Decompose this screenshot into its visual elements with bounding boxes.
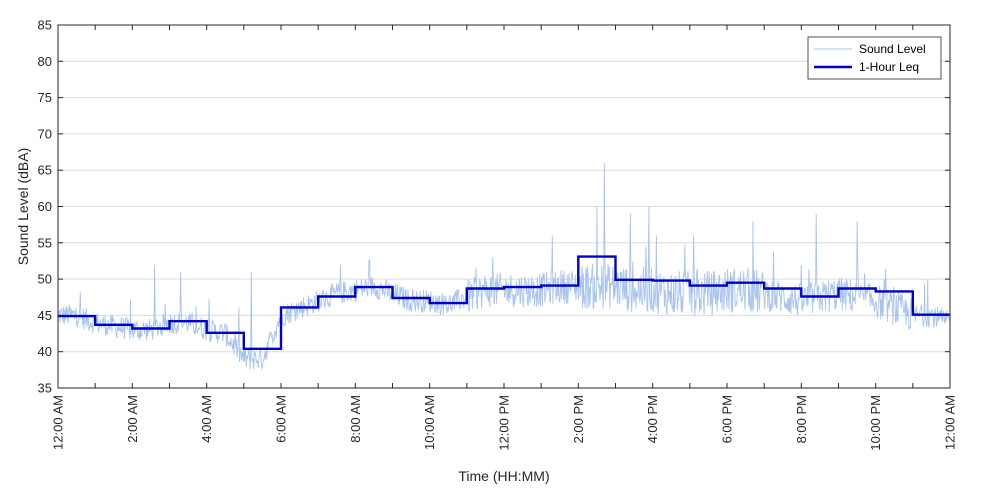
legend-sound-level-label: Sound Level bbox=[859, 42, 926, 56]
y-tick-label: 55 bbox=[38, 235, 52, 250]
legend-box bbox=[807, 36, 942, 80]
x-tick-label: 8:00 PM bbox=[794, 395, 809, 443]
y-tick-label: 35 bbox=[38, 381, 52, 396]
x-tick-label: 2:00 AM bbox=[125, 395, 140, 443]
x-axis-title: Time (HH:MM) bbox=[458, 468, 549, 484]
y-tick-label: 70 bbox=[38, 126, 52, 141]
y-tick-label: 40 bbox=[38, 344, 52, 359]
legend: Sound Level 1-Hour Leq bbox=[807, 36, 942, 80]
x-tick-label: 4:00 PM bbox=[645, 395, 660, 443]
x-tick-label: 12:00 PM bbox=[497, 395, 512, 451]
legend-leq-label: 1-Hour Leq bbox=[859, 60, 919, 74]
x-tick-label: 6:00 AM bbox=[274, 395, 289, 443]
y-tick-label: 50 bbox=[38, 272, 52, 287]
x-tick-label: 12:00 AM bbox=[943, 395, 958, 450]
y-axis-title: Sound Level (dBA) bbox=[15, 148, 31, 266]
y-tick-label: 60 bbox=[38, 199, 52, 214]
x-axis-ticks: 12:00 AM 2:00 AM 4:00 AM 6:00 AM 8:00 AM 10:0… bbox=[51, 25, 958, 451]
leq-step-line bbox=[58, 255, 950, 350]
x-tick-label: 8:00 AM bbox=[348, 395, 363, 443]
leq-series bbox=[58, 255, 950, 350]
y-tick-label: 65 bbox=[38, 163, 52, 178]
x-tick-label: 4:00 AM bbox=[199, 395, 214, 443]
y-tick-label: 85 bbox=[38, 18, 52, 33]
x-tick-label: 10:00 AM bbox=[422, 395, 437, 450]
y-axis-ticks: 35 40 45 50 55 60 65 70 75 80 85 bbox=[38, 18, 950, 396]
y-tick-label: 75 bbox=[38, 90, 52, 105]
y-tick-label: 80 bbox=[38, 54, 52, 69]
x-tick-label: 12:00 AM bbox=[51, 395, 66, 450]
y-tick-label: 45 bbox=[38, 308, 52, 323]
horizontal-gridlines bbox=[58, 60, 950, 353]
x-tick-label: 10:00 PM bbox=[868, 395, 883, 451]
x-tick-label: 6:00 PM bbox=[720, 395, 735, 443]
x-tick-label: 2:00 PM bbox=[571, 395, 586, 443]
